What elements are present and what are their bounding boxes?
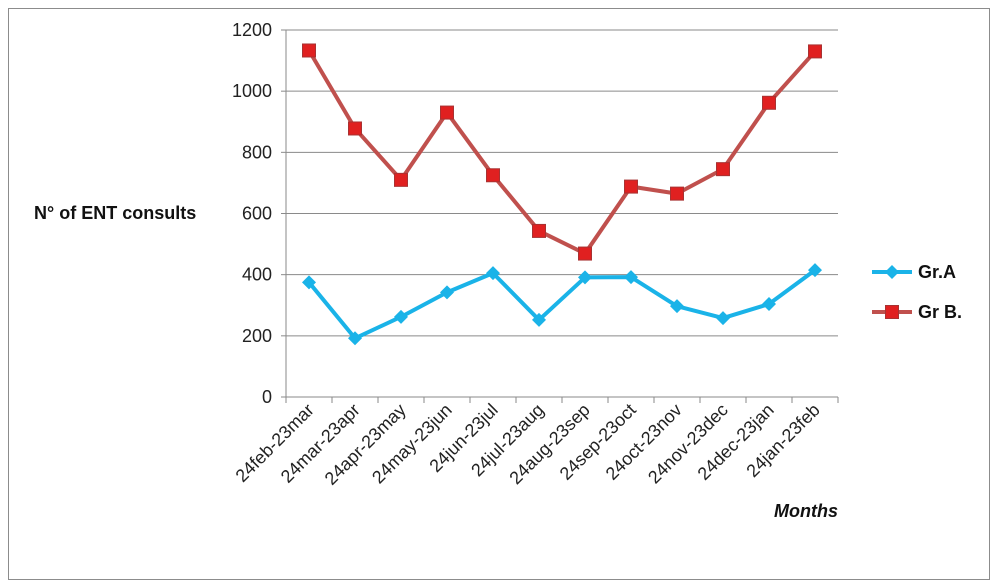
data-point [624,179,638,194]
data-point [762,297,776,312]
data-point [808,44,822,59]
data-point [348,121,362,136]
x-axis-label: Months [774,501,838,521]
data-point [394,309,408,324]
series-layer [302,43,822,346]
data-point [532,312,546,327]
data-point [440,285,454,300]
legend-label: Gr B. [918,302,962,322]
y-tick-labels: 0 200 400 600 800 1000 1200 [232,20,272,407]
x-tick-label: 24feb-23mar [232,400,318,486]
data-point [486,266,500,281]
data-point [532,223,546,238]
y-tick-label: 800 [242,142,272,162]
y-tick-label: 400 [242,265,272,285]
series-line-2 [307,49,817,256]
data-point [716,311,730,326]
y-tick-label: 1200 [232,20,272,40]
y-tick-label: 1000 [232,81,272,101]
data-point [440,105,454,120]
data-point [578,270,592,285]
x-tick-labels: 24feb-23mar24mar-23apr24apr-23may24may-2… [232,400,824,489]
gridlines [286,29,838,337]
data-point [302,43,316,58]
y-tick-label: 200 [242,326,272,346]
data-point [302,275,316,290]
series-line-1 [307,268,817,341]
data-point [348,331,362,346]
y-tick-label: 0 [262,387,272,407]
data-point [670,186,684,201]
axes [281,29,839,403]
data-point [624,270,638,285]
data-point [394,172,408,187]
data-point [716,162,730,177]
data-point [808,263,822,278]
y-tick-label: 600 [242,204,272,224]
chart-frame [8,8,990,580]
data-point [486,168,500,183]
legend-label: Gr.A [918,262,956,282]
legend-marker [885,265,899,279]
data-point [670,299,684,314]
data-point [762,95,776,110]
legend-marker [885,305,899,319]
y-axis-label: N° of ENT consults [34,203,196,223]
data-point [578,246,592,261]
legend: Gr.A Gr B. [872,262,962,322]
